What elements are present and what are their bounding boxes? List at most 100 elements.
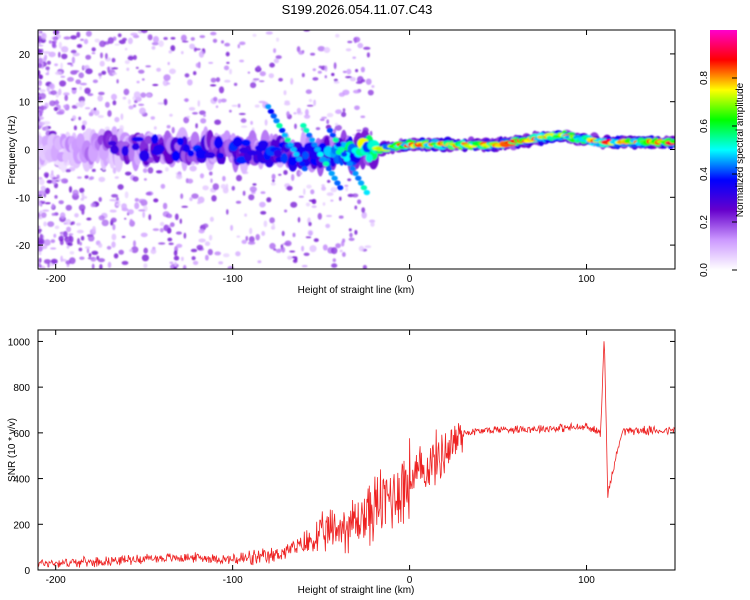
noise-speckle — [331, 72, 335, 77]
ridge-blob — [204, 152, 216, 159]
noise-speckle — [255, 234, 260, 241]
noise-speckle — [47, 221, 55, 228]
noise-speckle — [179, 218, 182, 224]
noise-speckle — [99, 60, 105, 67]
noise-speckle — [361, 207, 366, 214]
noise-speckle — [347, 40, 353, 44]
noise-speckle — [218, 86, 225, 94]
streak-blob — [329, 132, 336, 138]
noise-speckle — [270, 182, 276, 186]
ridge-blob — [241, 139, 251, 147]
noise-speckle — [65, 218, 71, 225]
noise-speckle — [221, 40, 224, 44]
noise-speckle — [124, 191, 129, 199]
noise-speckle — [153, 198, 159, 203]
noise-speckle — [66, 245, 70, 249]
streak-blob — [308, 137, 316, 143]
noise-speckle — [252, 33, 257, 37]
spectrogram-xlabel: Height of straight line (km) — [298, 285, 415, 296]
noise-speckle — [192, 112, 198, 115]
noise-speckle — [90, 256, 97, 262]
noise-speckle — [107, 66, 110, 73]
noise-speckle — [367, 89, 374, 96]
noise-speckle — [250, 120, 254, 125]
noise-speckle — [140, 92, 147, 98]
noise-speckle — [38, 217, 43, 220]
spectrogram-ytick-label: 20 — [19, 50, 31, 61]
noise-speckle — [112, 167, 117, 174]
noise-speckle — [260, 211, 267, 215]
ridge-blob — [153, 144, 165, 154]
noise-speckle — [308, 230, 313, 236]
noise-speckle — [188, 107, 196, 111]
streak-blob — [300, 123, 307, 129]
noise-speckle — [84, 175, 89, 179]
noise-speckle — [150, 248, 157, 255]
colorbar-ticks: 0.0 0.2 0.4 0.6 0.8 — [699, 71, 737, 277]
noise-speckle — [199, 110, 206, 115]
noise-speckle — [51, 170, 54, 176]
ridge-blob — [121, 145, 129, 156]
noise-speckle — [123, 88, 130, 96]
noise-speckle — [43, 239, 51, 246]
streak-blob — [355, 175, 362, 181]
noise-speckle — [85, 68, 93, 75]
noise-speckle — [318, 65, 323, 69]
ridge-blob — [239, 147, 249, 154]
noise-speckle — [339, 196, 342, 201]
noise-speckle — [40, 185, 46, 191]
ridge-blob — [273, 149, 283, 157]
spectrogram-intensity — [38, 30, 675, 269]
noise-speckle — [124, 47, 128, 51]
noise-speckle — [133, 240, 136, 248]
noise-speckle — [159, 221, 165, 227]
noise-speckle — [71, 56, 75, 64]
noise-speckle — [85, 30, 92, 37]
noise-speckle — [259, 71, 266, 77]
noise-speckle — [53, 106, 59, 112]
noise-speckle — [56, 111, 64, 115]
noise-speckle — [134, 202, 140, 210]
noise-speckle — [284, 101, 291, 106]
noise-speckle — [236, 174, 242, 182]
noise-speckle — [114, 116, 120, 123]
noise-speckle — [303, 188, 306, 195]
noise-speckle — [326, 192, 334, 197]
noise-speckle — [211, 195, 217, 202]
noise-speckle — [66, 226, 72, 233]
noise-speckle — [131, 246, 139, 254]
noise-speckle — [122, 37, 127, 42]
noise-speckle — [275, 248, 282, 253]
noise-speckle — [147, 34, 153, 41]
noise-speckle — [61, 53, 68, 60]
noise-speckle — [165, 167, 169, 172]
streak-blob — [352, 170, 359, 176]
noise-speckle — [60, 212, 66, 219]
noise-speckle — [146, 93, 152, 98]
noise-speckle — [339, 249, 343, 253]
noise-speckle — [290, 77, 294, 85]
spectrogram-ytick-label: 0 — [24, 146, 30, 157]
noise-speckle — [158, 40, 164, 47]
noise-speckle — [127, 37, 133, 45]
noise-speckle — [209, 84, 217, 87]
noise-speckle — [75, 102, 81, 108]
noise-speckle — [344, 184, 349, 187]
noise-speckle — [273, 48, 277, 53]
noise-speckle — [187, 79, 193, 86]
noise-speckle — [247, 241, 256, 245]
noise-speckle — [225, 51, 230, 57]
noise-speckle — [80, 197, 85, 201]
noise-speckle — [127, 99, 131, 105]
noise-speckle — [59, 80, 67, 87]
noise-speckle — [183, 232, 187, 239]
ridge-blob — [247, 150, 258, 156]
streak-blob — [328, 170, 335, 176]
noise-speckle — [292, 232, 296, 238]
noise-speckle — [157, 102, 165, 105]
noise-speckle — [151, 46, 156, 50]
snr-xtick-label: -100 — [223, 575, 243, 586]
noise-speckle — [182, 264, 187, 269]
noise-speckle — [224, 79, 231, 83]
noise-speckle — [170, 45, 176, 52]
